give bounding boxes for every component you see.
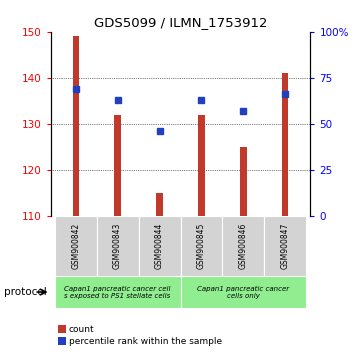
Bar [222,216,264,276]
Bar [114,115,121,216]
Text: GSM900843: GSM900843 [113,223,122,269]
Bar [180,216,222,276]
Text: GSM900845: GSM900845 [197,223,206,269]
Bar [73,36,79,216]
Text: GSM900846: GSM900846 [239,223,248,269]
Text: Capan1 pancreatic cancer
cells only: Capan1 pancreatic cancer cells only [197,285,290,299]
Text: GSM900842: GSM900842 [71,223,80,269]
Title: GDS5099 / ILMN_1753912: GDS5099 / ILMN_1753912 [94,16,267,29]
Text: protocol: protocol [4,287,46,297]
Bar [55,276,180,308]
Bar [55,216,97,276]
Text: GSM900847: GSM900847 [281,223,290,269]
Text: Capan1 pancreatic cancer cell
s exposed to PS1 stellate cells: Capan1 pancreatic cancer cell s exposed … [64,285,171,299]
Text: GSM900844: GSM900844 [155,223,164,269]
Bar [198,115,205,216]
Bar [240,147,247,216]
Bar [156,193,163,216]
Bar [282,73,288,216]
Bar [139,216,180,276]
Bar [264,216,306,276]
Bar [180,276,306,308]
Legend: count, percentile rank within the sample: count, percentile rank within the sample [55,321,225,349]
Bar [97,216,139,276]
